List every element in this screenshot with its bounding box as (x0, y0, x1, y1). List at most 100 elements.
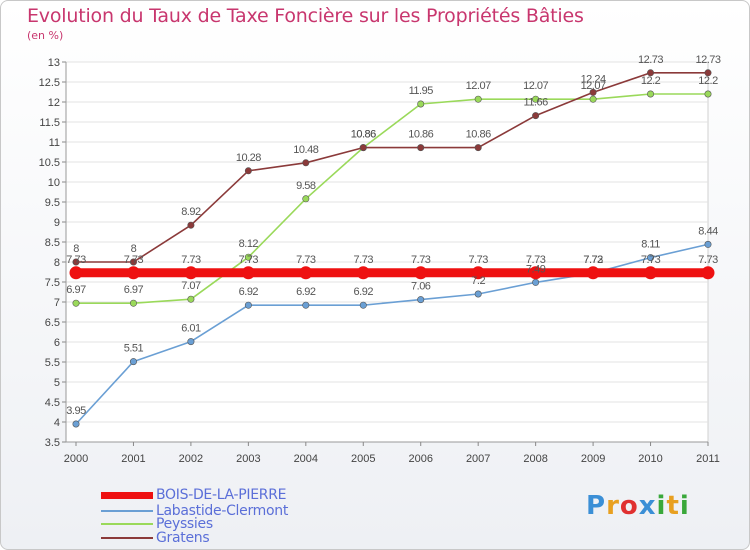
data-label: 8.92 (181, 206, 201, 218)
data-label: 8 (131, 243, 137, 255)
data-point (704, 240, 712, 248)
data-point (589, 88, 597, 96)
data-label: 12.73 (695, 54, 720, 66)
x-tick-label: 2000 (64, 453, 88, 465)
x-tick-label: 2008 (523, 453, 547, 465)
data-point (532, 278, 540, 286)
legend-swatch (101, 510, 153, 512)
data-label: 7.72 (583, 254, 603, 266)
data-point (417, 296, 425, 304)
data-point (417, 144, 425, 152)
data-point (529, 266, 543, 280)
data-point (704, 90, 712, 98)
data-label: 8.11 (641, 239, 660, 251)
data-point (471, 266, 485, 280)
logo-letter: t (666, 491, 680, 521)
logo-letter: x (638, 491, 657, 521)
data-point (126, 266, 140, 280)
legend-label: Labastide-Clermont (156, 503, 289, 519)
data-point (644, 266, 658, 280)
data-label: 7.73 (124, 254, 144, 266)
legend-swatch (101, 523, 153, 525)
x-tick-label: 2002 (179, 453, 203, 465)
data-point (187, 221, 195, 229)
data-label: 8.44 (698, 225, 718, 237)
y-tick-label: 5.5 (45, 357, 60, 369)
y-tick-label: 6.5 (45, 317, 60, 329)
data-point (474, 95, 482, 103)
legend-label: Peyssies (156, 516, 213, 532)
data-label: 7.73 (411, 254, 431, 266)
data-point (244, 167, 252, 175)
data-point (72, 420, 80, 428)
logo-letter: i (656, 491, 667, 521)
data-label: 12.2 (698, 75, 718, 87)
logo-letter: o (619, 491, 639, 521)
y-tick-label: 5 (54, 377, 60, 389)
data-label: 7.73 (181, 254, 201, 266)
y-tick-label: 4 (54, 417, 60, 429)
data-label: 7.73 (468, 254, 488, 266)
data-label: 10.86 (408, 129, 433, 141)
data-label: 9.58 (296, 180, 316, 192)
data-label: 12.24 (581, 73, 606, 85)
data-point (244, 301, 252, 309)
data-label: 7.73 (354, 254, 374, 266)
data-label: 12.07 (466, 80, 491, 92)
data-label: 6.92 (354, 286, 374, 298)
data-label: 7.73 (526, 254, 546, 266)
data-point (589, 95, 597, 103)
data-labels: 6.97 6.97 7.07 8.12 9.58 10.86 11.95 12.07 12.07… (66, 54, 721, 417)
data-point (647, 69, 655, 77)
data-point (302, 301, 310, 309)
x-tick-label: 2010 (638, 453, 662, 465)
data-point (72, 299, 80, 307)
series-line-3 (76, 72, 708, 263)
y-tick-label: 12.5 (39, 77, 60, 89)
legend-item-peyssies: Peyssies (101, 516, 213, 532)
y-tick-label: 7 (54, 297, 60, 309)
data-point (532, 95, 540, 103)
data-point (586, 266, 600, 280)
data-label: 10.28 (236, 152, 261, 164)
data-label: 7.07 (181, 280, 201, 292)
legend-label: Gratens (156, 530, 210, 546)
data-point (69, 266, 83, 280)
data-point (187, 295, 195, 303)
x-tick-label: 2005 (351, 453, 375, 465)
data-label: 12.07 (581, 80, 606, 92)
y-tick-label: 12 (48, 97, 60, 109)
y-tick-label: 4.5 (45, 397, 60, 409)
y-tick-label: 10.5 (39, 157, 60, 169)
x-tick-label: 2003 (236, 453, 260, 465)
data-point (187, 338, 195, 346)
data-label: 7.73 (641, 254, 661, 266)
data-label: 3.95 (66, 405, 86, 417)
logo-letter: i (679, 491, 690, 521)
x-tick-label: 2001 (121, 453, 145, 465)
legend-item-gratens: Gratens (101, 530, 210, 546)
data-label: 12.07 (523, 80, 548, 92)
data-point (302, 159, 310, 167)
data-label: 12.73 (638, 54, 663, 66)
data-label: 7.06 (411, 281, 431, 293)
y-tick-label: 9.5 (45, 197, 60, 209)
data-point (647, 90, 655, 98)
data-label: 10.86 (351, 129, 376, 141)
data-label: 8 (73, 243, 79, 255)
y-tick-label: 11 (49, 137, 60, 149)
data-point (417, 100, 425, 108)
x-tick-label: 2004 (294, 453, 318, 465)
data-label: 7.2 (471, 275, 485, 287)
data-point (244, 253, 252, 261)
logo-letter: r (606, 491, 620, 521)
legend-item-labastide-clermont: Labastide-Clermont (101, 503, 289, 519)
logo-letter: P (586, 491, 607, 521)
data-point (241, 266, 255, 280)
data-label: 7.49 (526, 263, 546, 275)
data-point (129, 258, 137, 266)
data-label: 6.92 (296, 286, 316, 298)
plot-area (65, 61, 709, 443)
